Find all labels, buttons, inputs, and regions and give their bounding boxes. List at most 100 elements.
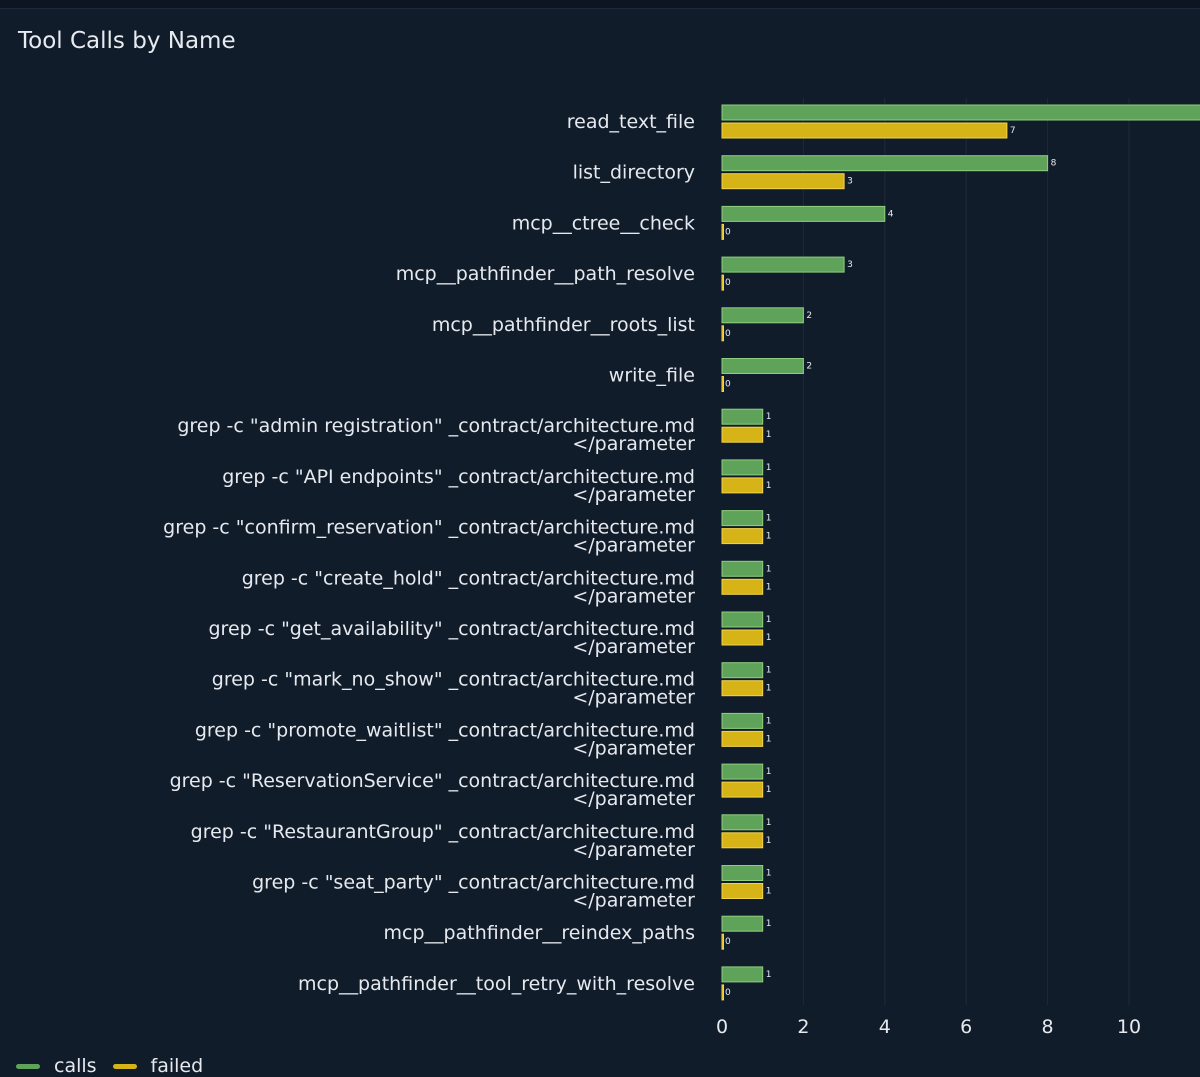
bar-failed-17	[721, 984, 724, 1001]
data-label-failed-2: 0	[725, 227, 731, 237]
bar-calls-15	[721, 865, 764, 881]
data-label-calls-5: 2	[806, 362, 812, 372]
bar-calls-17	[721, 966, 764, 983]
category-label-6-line1: </parameter	[572, 433, 695, 455]
category-label-0: read_text_file	[567, 111, 695, 133]
bar-failed-10	[721, 629, 764, 646]
category-label-3: mcp__pathfinder__path_resolve	[396, 263, 695, 285]
data-label-calls-9: 1	[766, 564, 772, 574]
category-label-15: grep -c "seat_party" _contract/architect…	[252, 872, 695, 894]
data-label-calls-1: 8	[1051, 159, 1057, 169]
bar-failed-15	[721, 883, 764, 899]
bar-failed-8	[721, 528, 764, 545]
bar-failed-4	[721, 325, 724, 342]
data-label-failed-14: 1	[766, 836, 772, 846]
bar-calls-16	[721, 915, 764, 932]
bar-failed-1	[721, 173, 845, 190]
data-label-failed-12: 1	[766, 734, 772, 744]
category-label-7-line1: </parameter	[572, 484, 695, 506]
legend-swatch-failed	[112, 1063, 137, 1069]
legend-label-calls: calls	[54, 1055, 97, 1077]
data-label-calls-17: 1	[766, 970, 772, 980]
bar-calls-5	[721, 358, 804, 374]
category-label-13-line1: </parameter	[572, 788, 695, 810]
category-label-7: grep -c "API endpoints" _contract/archit…	[222, 466, 695, 488]
legend: calls failed	[16, 1055, 219, 1077]
data-label-calls-15: 1	[766, 869, 772, 879]
data-label-calls-7: 1	[766, 463, 772, 473]
data-label-calls-16: 1	[766, 919, 772, 929]
data-label-failed-6: 1	[766, 430, 772, 440]
bar-failed-14	[721, 832, 764, 849]
bar-calls-4	[721, 307, 804, 324]
bar-calls-1	[721, 155, 1049, 172]
bar-failed-2	[721, 223, 724, 240]
data-label-calls-8: 1	[766, 514, 772, 524]
category-label-17: mcp__pathfinder__tool_retry_with_resolve	[298, 973, 695, 995]
data-label-failed-3: 0	[725, 278, 731, 288]
category-label-12-line1: </parameter	[572, 737, 695, 759]
category-label-12: grep -c "promote_waitlist" _contract/arc…	[195, 719, 695, 741]
data-label-failed-15: 1	[766, 887, 772, 897]
bar-failed-12	[721, 730, 764, 747]
data-label-failed-5: 0	[725, 380, 731, 390]
data-label-failed-9: 1	[766, 582, 772, 592]
bar-failed-3	[721, 274, 724, 291]
data-label-calls-10: 1	[766, 615, 772, 625]
bar-calls-6	[721, 408, 764, 425]
category-label-8-line1: </parameter	[572, 535, 695, 557]
category-label-15-line1: </parameter	[572, 890, 695, 912]
data-label-failed-13: 1	[766, 785, 772, 795]
x-tick-label-8: 8	[1042, 1016, 1054, 1038]
data-label-failed-16: 0	[725, 937, 731, 947]
bar-calls-11	[721, 662, 764, 679]
category-label-16: mcp__pathfinder__reindex_paths	[384, 922, 695, 944]
x-tick-label-6: 6	[960, 1016, 972, 1038]
category-label-14: grep -c "RestaurantGroup" _contract/arch…	[191, 821, 695, 843]
bar-calls-10	[721, 611, 764, 628]
x-tick-label-0: 0	[716, 1016, 728, 1038]
category-label-13: grep -c "ReservationService" _contract/a…	[170, 770, 695, 792]
bar-calls-13	[721, 763, 764, 780]
data-label-failed-4: 0	[725, 329, 731, 339]
category-label-11: grep -c "mark_no_show" _contract/archite…	[212, 669, 695, 691]
data-label-failed-0: 7	[1010, 126, 1016, 136]
bar-failed-13	[721, 781, 764, 798]
x-tick-label-4: 4	[879, 1016, 891, 1038]
bar-failed-7	[721, 477, 764, 494]
bar-calls-2	[721, 205, 886, 222]
panel-top-border	[0, 0, 1200, 9]
legend-item-calls[interactable]: calls	[16, 1055, 97, 1077]
category-label-8: grep -c "confirm_reservation" _contract/…	[163, 517, 695, 539]
category-label-6: grep -c "admin registration" _contract/a…	[177, 415, 695, 437]
bar-calls-7	[721, 459, 764, 476]
category-label-2: mcp__ctree__check	[512, 212, 695, 234]
bar-calls-9	[721, 560, 764, 577]
bar-failed-5	[721, 376, 724, 392]
category-label-10-line1: </parameter	[572, 636, 695, 658]
legend-label-failed: failed	[150, 1055, 204, 1077]
category-label-14-line1: </parameter	[572, 839, 695, 861]
bar-failed-9	[721, 578, 764, 595]
data-label-calls-12: 1	[766, 716, 772, 726]
data-label-calls-6: 1	[766, 412, 772, 422]
category-label-9: grep -c "create_hold" _contract/architec…	[242, 567, 695, 589]
panel-title: Tool Calls by Name	[18, 28, 236, 54]
data-label-calls-2: 4	[888, 209, 894, 219]
bar-failed-0	[721, 122, 1008, 139]
data-label-failed-7: 1	[766, 481, 772, 491]
bar-calls-0	[721, 104, 1200, 121]
data-label-calls-14: 1	[766, 818, 772, 828]
category-label-11-line1: </parameter	[572, 687, 695, 709]
bar-calls-14	[721, 814, 764, 831]
data-label-calls-4: 2	[806, 311, 812, 321]
data-label-calls-3: 3	[847, 260, 853, 270]
category-label-10: grep -c "get_availability" _contract/arc…	[208, 618, 695, 640]
bar-calls-8	[721, 510, 764, 527]
category-label-4: mcp__pathfinder__roots_list	[432, 314, 695, 336]
bar-calls-3	[721, 256, 845, 273]
category-label-1: list_directory	[573, 162, 695, 184]
legend-item-failed[interactable]: failed	[112, 1055, 204, 1077]
data-label-failed-17: 0	[725, 988, 731, 998]
